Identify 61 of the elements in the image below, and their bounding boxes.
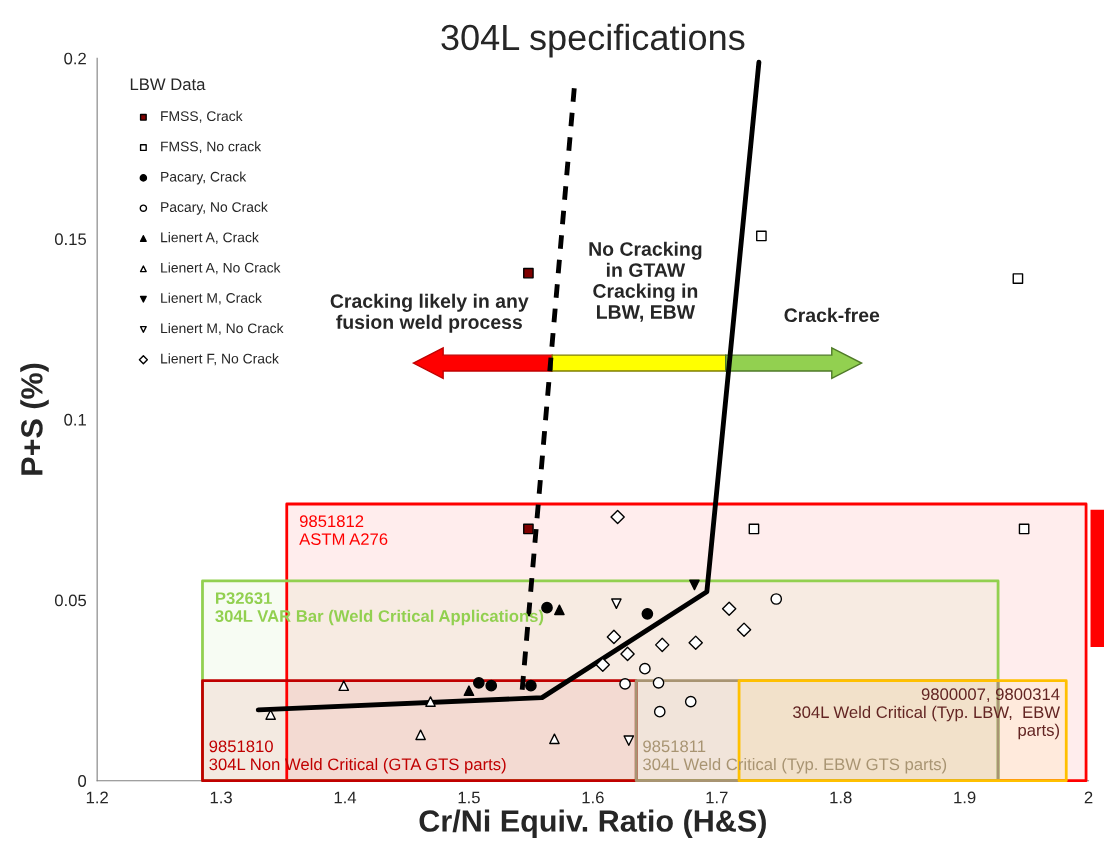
x-tick-label: 1.3 (210, 791, 232, 804)
series-label: 9851812 ASTM A276 (299, 515, 388, 546)
point (623, 735, 635, 746)
point (463, 685, 475, 697)
point (770, 593, 783, 605)
x-axis-title: Cr/Ni Equiv. Ratio (H&S) (419, 809, 766, 838)
point (472, 676, 485, 689)
y-tick-label: 0.05 (54, 594, 87, 607)
annotation: 9800007, 9800314 304L Weld Critical (Typ. LBW, EBW parts) (793, 688, 1060, 740)
point (541, 601, 553, 614)
x-tick-label: 2 (1084, 791, 1093, 804)
point (620, 646, 635, 662)
legend-label: Pacary, No Crack (161, 201, 268, 215)
point (485, 679, 498, 692)
point (523, 267, 534, 279)
legend-label: Lienert A, No Crack (161, 262, 281, 275)
x-tick-label: 1.8 (830, 791, 852, 804)
point (736, 622, 752, 637)
legend-label: Lienert M, Crack (161, 292, 262, 305)
point (549, 733, 560, 745)
x-tick-label: 1.6 (582, 791, 604, 804)
x-tick-label: 1.9 (954, 791, 976, 804)
x-tick-label: 1.5 (458, 791, 480, 804)
point (523, 523, 534, 535)
y-axis-title: P+S (%) (20, 363, 49, 475)
point (611, 598, 622, 610)
legend-label: FMSS, Crack (161, 110, 243, 123)
point (1012, 273, 1024, 284)
legend-label: Lienert M, No Crack (161, 323, 284, 335)
annotation: No Cracking in GTAW Cracking in LBW, EBW (589, 241, 702, 322)
legend-label: Lienert A, Crack (161, 232, 259, 244)
y-tick-label: 0.1 (64, 413, 86, 426)
y-tick-label: 0 (78, 775, 87, 787)
point (619, 678, 631, 690)
point (606, 629, 622, 645)
point (684, 695, 697, 708)
y-tick-label: 0.2 (64, 52, 86, 65)
y-tick-label: 0.15 (54, 233, 87, 246)
annotation: Cracking likely in any fusion weld process (330, 293, 529, 333)
x-tick-label: 1.7 (706, 791, 728, 804)
point (595, 657, 611, 673)
annotation: Crack-free (784, 307, 880, 323)
point (652, 676, 665, 689)
point (688, 635, 703, 650)
legend-label: Pacary, Crack (161, 171, 247, 185)
point (639, 662, 651, 675)
x-tick-label: 1.4 (334, 791, 357, 804)
chart-title: 304L specifications (441, 23, 745, 58)
point (525, 679, 537, 692)
legend-title: LBW Data (130, 78, 206, 91)
point (554, 604, 565, 616)
x-tick-label: 1.2 (86, 791, 108, 804)
point (653, 705, 666, 718)
point (721, 601, 737, 617)
legend-label: Lienert F, No Crack (161, 353, 279, 366)
point (654, 637, 670, 653)
point (689, 579, 700, 591)
point (415, 729, 426, 741)
point (641, 607, 654, 620)
point (610, 509, 625, 525)
legend-label: FMSS, No crack (161, 141, 262, 154)
